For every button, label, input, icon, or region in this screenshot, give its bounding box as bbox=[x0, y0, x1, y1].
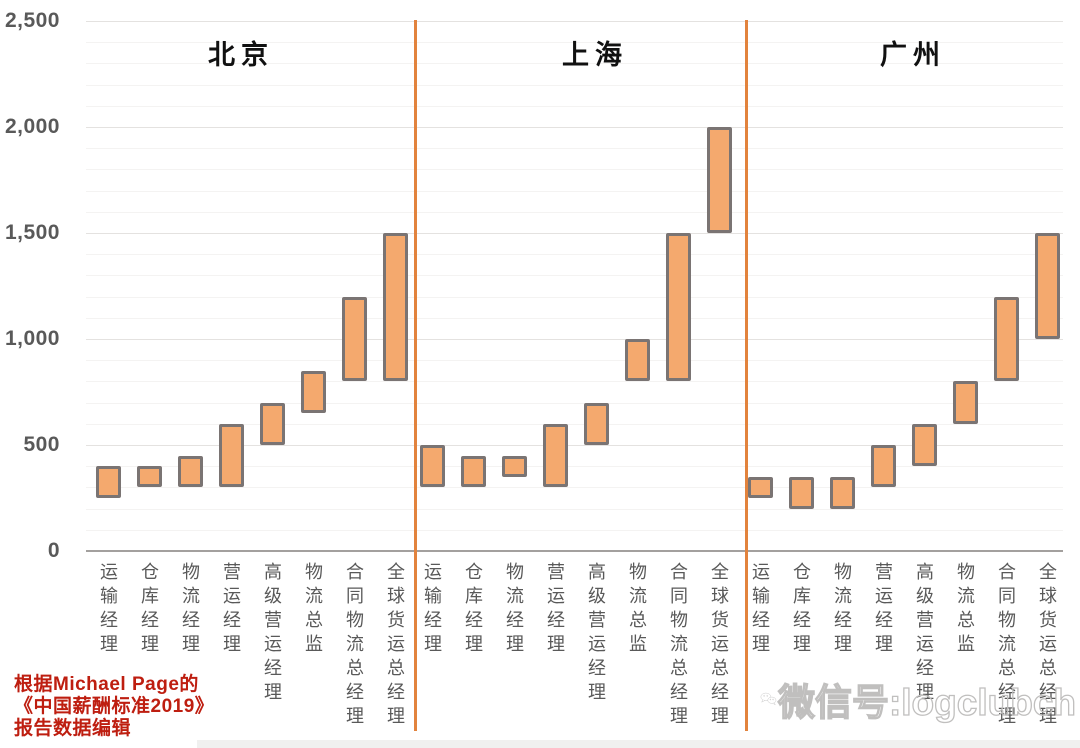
range-bar bbox=[624, 339, 650, 382]
category-label: 运输经理 bbox=[750, 562, 770, 658]
x-axis-zero-line bbox=[86, 550, 1063, 552]
minor-grid-line bbox=[86, 487, 1063, 489]
minor-grid-line bbox=[86, 211, 1063, 213]
range-bar bbox=[1034, 233, 1060, 339]
city-divider-line bbox=[414, 20, 417, 731]
range-bar bbox=[583, 402, 609, 445]
range-bar bbox=[259, 402, 285, 445]
range-bar bbox=[870, 445, 896, 488]
category-label: 运输经理 bbox=[98, 562, 118, 658]
category-label: 仓库经理 bbox=[139, 562, 159, 658]
minor-grid-line bbox=[86, 360, 1063, 362]
range-bar bbox=[382, 233, 408, 382]
city-title: 广州 bbox=[880, 40, 946, 70]
range-bar bbox=[341, 296, 367, 382]
category-label: 仓库经理 bbox=[463, 562, 483, 658]
source-note: 根据Michael Page的 《中国薪酬标准2019》 报告数据编辑 bbox=[14, 674, 214, 740]
minor-grid-line bbox=[86, 63, 1063, 65]
bottom-shadow-strip bbox=[197, 740, 1080, 748]
category-label: 物流总监 bbox=[955, 562, 975, 658]
minor-grid-line bbox=[86, 508, 1063, 510]
y-tick-label: 2,500 bbox=[4, 9, 60, 32]
minor-grid-line bbox=[86, 317, 1063, 319]
minor-grid-line bbox=[86, 169, 1063, 171]
category-label: 高级营运经理 bbox=[586, 562, 606, 706]
minor-grid-line bbox=[86, 423, 1063, 425]
range-bar bbox=[542, 423, 568, 488]
category-label: 高级营运经理 bbox=[914, 562, 934, 706]
major-grid-line bbox=[86, 127, 1063, 128]
range-bar bbox=[218, 423, 244, 488]
minor-grid-line bbox=[86, 84, 1063, 86]
category-label: 营运经理 bbox=[221, 562, 241, 658]
range-bar bbox=[460, 455, 486, 488]
minor-grid-line bbox=[86, 190, 1063, 192]
y-tick-label: 1,000 bbox=[4, 327, 60, 350]
range-bar bbox=[952, 381, 978, 424]
category-label: 物流经理 bbox=[504, 562, 524, 658]
category-label: 合同物流总经理 bbox=[996, 562, 1016, 730]
range-bar bbox=[177, 455, 203, 488]
category-label: 全球货运总经理 bbox=[385, 562, 405, 730]
minor-grid-line bbox=[86, 148, 1063, 150]
minor-grid-line bbox=[86, 275, 1063, 277]
major-grid-line bbox=[86, 233, 1063, 234]
range-bar bbox=[788, 476, 814, 509]
y-tick-label: 2,000 bbox=[4, 115, 60, 138]
y-tick-label: 1,500 bbox=[4, 221, 60, 244]
range-bar bbox=[300, 370, 326, 414]
category-label: 合同物流总经理 bbox=[668, 562, 688, 730]
y-tick-label: 500 bbox=[23, 433, 60, 456]
category-label: 全球货运总经理 bbox=[709, 562, 729, 730]
range-bar bbox=[706, 127, 732, 233]
major-grid-line bbox=[86, 21, 1063, 22]
range-bar bbox=[747, 476, 773, 498]
range-bar bbox=[911, 423, 937, 467]
minor-grid-line bbox=[86, 296, 1063, 298]
category-label: 营运经理 bbox=[873, 562, 893, 658]
category-label: 运输经理 bbox=[422, 562, 442, 658]
minor-grid-line bbox=[86, 466, 1063, 468]
range-bar bbox=[501, 455, 527, 477]
minor-grid-line bbox=[86, 529, 1063, 531]
minor-grid-line bbox=[86, 254, 1063, 256]
category-label: 营运经理 bbox=[545, 562, 565, 658]
minor-grid-line bbox=[86, 402, 1063, 404]
minor-grid-line bbox=[86, 105, 1063, 107]
category-label: 物流总监 bbox=[303, 562, 323, 658]
range-bar bbox=[993, 296, 1019, 382]
category-label: 全球货运总经理 bbox=[1037, 562, 1057, 730]
major-grid-line bbox=[86, 339, 1063, 340]
y-tick-label: 0 bbox=[47, 539, 60, 562]
source-note-line: 报告数据编辑 bbox=[14, 718, 132, 739]
category-label: 合同物流总经理 bbox=[344, 562, 364, 730]
city-title: 上海 bbox=[562, 40, 628, 70]
source-note-line: 根据Michael Page的 bbox=[14, 674, 199, 695]
range-bar bbox=[419, 445, 445, 488]
range-bar bbox=[136, 466, 162, 488]
category-label: 高级营运经理 bbox=[262, 562, 282, 706]
category-label: 仓库经理 bbox=[791, 562, 811, 658]
range-bar bbox=[829, 476, 855, 509]
wechat-bubbles-icon bbox=[760, 692, 777, 706]
category-label: 物流经理 bbox=[832, 562, 852, 658]
city-divider-line bbox=[745, 20, 748, 731]
category-label: 物流经理 bbox=[180, 562, 200, 658]
city-title: 北京 bbox=[208, 40, 274, 70]
range-bar bbox=[665, 233, 691, 382]
range-bar bbox=[95, 466, 121, 498]
minor-grid-line bbox=[86, 381, 1063, 383]
major-grid-line bbox=[86, 445, 1063, 446]
category-label: 物流总监 bbox=[627, 562, 647, 658]
minor-grid-line bbox=[86, 42, 1063, 44]
source-note-line: 《中国薪酬标准2019》 bbox=[14, 696, 215, 717]
